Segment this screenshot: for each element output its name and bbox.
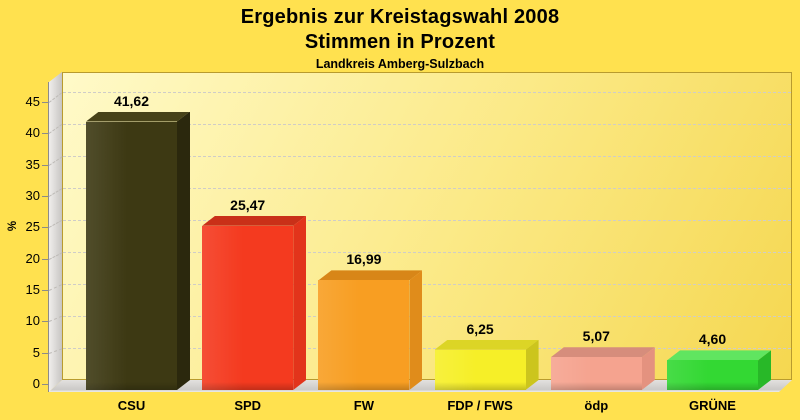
y-tick-label: 0 xyxy=(32,376,40,391)
y-tick-label: 15 xyxy=(25,281,40,297)
gridline xyxy=(63,348,791,349)
y-tick-mark xyxy=(42,164,48,166)
bar-value-label: 16,99 xyxy=(346,251,382,268)
bar-value-label: 4,60 xyxy=(698,331,727,348)
y-tick-label: 40 xyxy=(25,125,40,141)
y-tick-mark xyxy=(42,101,48,103)
y-tick-mark xyxy=(42,133,48,135)
y-tick-label: 25 xyxy=(25,219,40,235)
y-tick-label: 5 xyxy=(32,344,40,360)
bar-top-face xyxy=(318,270,422,280)
bar-top-face xyxy=(202,216,306,226)
y-tick-mark xyxy=(42,258,48,260)
bar-value-label: 5,07 xyxy=(582,328,610,345)
gridline xyxy=(63,316,791,317)
y-tick-label: 45 xyxy=(25,93,40,109)
bar-top-face xyxy=(667,350,771,360)
bar-category-label: FW xyxy=(353,398,374,413)
bar-side-face xyxy=(642,347,655,390)
y-tick-label: 10 xyxy=(25,313,40,329)
y-tick-label: 30 xyxy=(25,187,40,203)
gridline xyxy=(63,220,791,221)
bar-side-face xyxy=(758,350,771,390)
y-axis-line xyxy=(48,82,49,392)
y-tick-mark xyxy=(42,352,48,354)
y-tick-label: 35 xyxy=(25,156,40,172)
y-tick-mark xyxy=(42,289,48,291)
gridline xyxy=(63,284,791,285)
bar-category-label: GRÜNE xyxy=(689,398,736,413)
bar-front-face xyxy=(667,360,758,390)
gridline xyxy=(63,124,791,125)
bar-value-label: 6,25 xyxy=(466,320,494,337)
bar-top-face xyxy=(551,347,655,357)
bar-side-face xyxy=(177,112,190,390)
bar-category-label: SPD xyxy=(234,398,262,413)
y-tick-mark xyxy=(42,227,48,229)
bar-side-face xyxy=(293,216,306,390)
bar-value-label: 25,47 xyxy=(230,196,266,213)
bar-front-face xyxy=(550,357,642,390)
bar-value-label: 41,62 xyxy=(113,92,150,109)
chart-header: Ergebnis zur Kreistagswahl 2008 Stimmen … xyxy=(0,5,800,72)
y-tick-mark xyxy=(42,384,48,385)
bar-side-face xyxy=(409,270,422,390)
chart-title-line2: Stimmen in Prozent xyxy=(304,31,496,53)
gridline xyxy=(63,188,791,189)
gridline xyxy=(63,92,791,93)
gridline xyxy=(63,156,791,157)
bar-top-face xyxy=(435,340,539,350)
bar-category-label: ödp xyxy=(584,398,609,413)
bar-category-label: FDP / FWS xyxy=(447,398,513,413)
bar-side-face xyxy=(526,340,539,390)
bar-category-label: CSU xyxy=(117,398,146,413)
y-tick-label: 20 xyxy=(25,250,40,266)
y-tick-mark xyxy=(42,195,48,197)
chart-subtitle: Landkreis Amberg-Sulzbach xyxy=(315,57,485,71)
bar-front-face xyxy=(86,121,177,390)
y-tick-mark xyxy=(42,321,48,323)
bar-front-face xyxy=(434,349,526,390)
chart-title-line1: Ergebnis zur Kreistagswahl 2008 xyxy=(240,6,560,28)
gridline xyxy=(63,252,791,253)
bar-top-face xyxy=(86,112,190,122)
plot-left-wall xyxy=(49,72,62,392)
bar-front-face xyxy=(318,280,410,390)
bar-front-face xyxy=(202,225,294,390)
